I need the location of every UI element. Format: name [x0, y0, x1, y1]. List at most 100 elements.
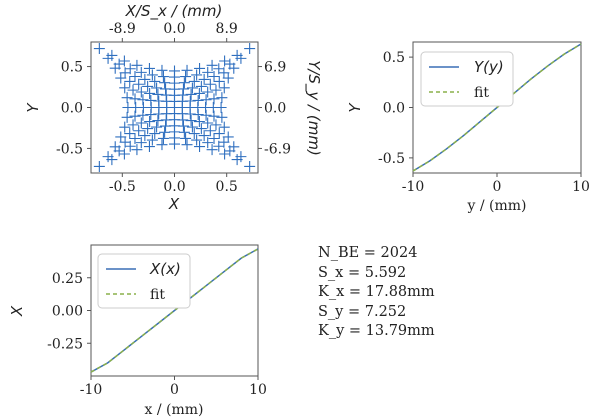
y-tick-label: 0.25: [52, 271, 83, 287]
scatter-point: [129, 133, 141, 145]
panel-Yy: -10 0 10 0.5 0.0 -0.5 y / (mm) Y Y(y) fit: [346, 41, 590, 214]
x-tick-label: 10: [249, 382, 267, 398]
scatter-point: [115, 131, 127, 143]
Yy-xlabel: y / (mm): [466, 198, 526, 214]
scatter-point: [215, 102, 227, 113]
scatter-point: [218, 82, 230, 94]
scatter-point: [129, 93, 141, 105]
scatter-point: [143, 141, 155, 153]
stat-n-be: N_BE = 2024: [318, 245, 418, 261]
scatter-point: [194, 62, 206, 74]
scatter-point: [186, 82, 198, 94]
y-tick-label: 0.0: [61, 101, 83, 117]
scatter-point: [131, 59, 143, 71]
scatter-point: [157, 132, 169, 144]
scatter-point: [206, 144, 218, 156]
scatter-point: [193, 116, 205, 128]
scatter-point: [222, 72, 234, 84]
scatter-point: [177, 89, 189, 101]
scatter-point: [142, 80, 154, 92]
top-tick-label: -8.9: [109, 21, 136, 37]
scatter-point: [244, 160, 256, 172]
scatter-point: [210, 119, 222, 131]
scatter-point: [186, 121, 198, 133]
scatter-point: [210, 84, 222, 96]
Yy-ticks: -10 0 10 0.5 0.0 -0.5: [378, 50, 590, 195]
stat-sx: S_x = 5.592: [318, 264, 407, 281]
scatter-point: [152, 115, 164, 127]
scatter-point: [135, 137, 147, 149]
x-tick-label: 0.0: [163, 179, 185, 195]
scatter-ticks: -0.5 -8.9 0.0 0.0 0.5 8.9 0.5 6.9 0.0 0.0 -0.5 -6.9: [56, 21, 291, 195]
scatter-point: [139, 73, 151, 85]
scatter-point: [204, 78, 216, 90]
panel-Xx: -10 0 10 0.25 0.00 -0.25 x / (mm) X X(x) fit: [8, 244, 267, 418]
y-tick-label: -0.5: [56, 141, 83, 157]
Yy-legend-label-2: fit: [474, 85, 489, 101]
scatter-point: [149, 128, 161, 140]
scatter-point: [231, 49, 243, 61]
x-tick-label: 0: [493, 179, 502, 195]
scatter-point: [178, 126, 190, 138]
scatter-point: [133, 125, 145, 137]
scatter-point: [204, 125, 216, 137]
scatter-point: [156, 139, 168, 151]
y-tick-label: 0.5: [61, 60, 83, 76]
scatter-point: [222, 131, 234, 143]
scatter-point: [93, 160, 105, 172]
scatter-point: [213, 75, 225, 87]
scatter-point: [224, 58, 236, 70]
right-tick-label: -6.9: [264, 141, 291, 157]
x-tick-label: -10: [80, 382, 103, 398]
scatter-point: [178, 77, 190, 89]
scatter-point: [202, 117, 214, 129]
scatter-point: [244, 43, 256, 55]
scatter-point: [218, 136, 230, 148]
x-tick-label: 10: [572, 179, 590, 195]
stats-block: N_BE = 2024 S_x = 5.592 K_x = 17.88mm S_…: [318, 244, 435, 342]
Yy-legend-label-1: Y(y): [474, 58, 504, 76]
scatter-point: [202, 66, 214, 78]
scatter-point: [102, 151, 114, 163]
scatter-point: [93, 43, 105, 55]
scatter-point: [181, 139, 193, 151]
scatter-point: [185, 88, 197, 100]
scatter-point: [135, 117, 147, 129]
scatter-point: [169, 65, 180, 77]
scatter-point: [119, 82, 131, 94]
scatter-point: [180, 71, 192, 83]
scatter-point: [188, 75, 200, 87]
scatter-point: [219, 55, 231, 67]
scatter-top-label: X/S_x / (mm): [125, 2, 223, 21]
scatter-point: [195, 80, 207, 92]
scatter-point: [137, 94, 149, 106]
scatter-point: [119, 121, 131, 133]
scatter-point: [177, 120, 189, 132]
scatter-point: [146, 134, 158, 146]
scatter-point: [143, 62, 155, 74]
scatter-point: [152, 88, 164, 100]
scatter-point: [202, 86, 214, 98]
Xx-legend-label-1: X(x): [149, 260, 181, 278]
scatter-point: [106, 49, 118, 61]
scatter-point: [208, 70, 220, 82]
right-tick-label: 0.0: [264, 101, 286, 117]
scatter-point: [151, 82, 163, 94]
scatter-point: [191, 134, 203, 146]
scatter-point: [119, 136, 131, 148]
Xx-series-lines: [90, 248, 259, 373]
scatter-point: [144, 116, 156, 128]
scatter-ylabel: Y: [24, 102, 42, 113]
scatter-point: [202, 137, 214, 149]
scatter-point: [198, 73, 210, 85]
scatter-point: [213, 128, 225, 140]
stat-sy: S_y = 7.252: [318, 303, 407, 320]
scatter-point: [124, 75, 136, 87]
scatter-point: [129, 70, 141, 82]
series-line-1: [90, 248, 259, 373]
scatter-point: [118, 148, 130, 160]
scatter-point: [144, 87, 156, 99]
scatter-point: [146, 69, 158, 81]
scatter-point: [219, 148, 231, 160]
scatter-point: [185, 115, 197, 127]
